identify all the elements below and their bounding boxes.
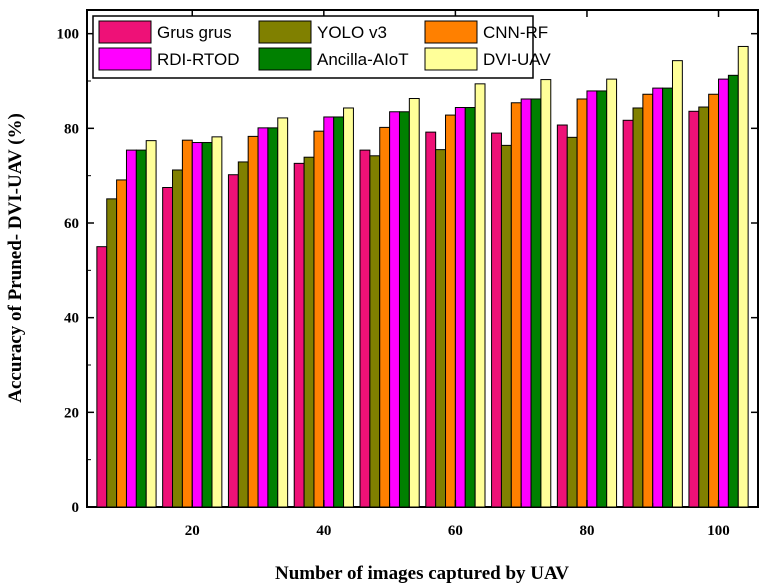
bar-grus-grus-10 [96, 246, 108, 508]
legend-swatch-grus-grus [98, 20, 152, 44]
legend-label-rdi-rtod: RDI-RTOD [157, 50, 240, 69]
bar-dvi-uav-40 [343, 107, 354, 508]
bar-cnn-rf-30 [247, 135, 259, 508]
y-axis-title: Accuracy of Pruned- DVI-UAV (%) [5, 113, 26, 403]
bar-grus-grus-30 [227, 174, 239, 508]
bar-cnn-rf-90 [642, 93, 654, 508]
bar-yolo-v3-70 [500, 144, 512, 508]
bar-yolo-v3-20 [172, 169, 183, 508]
x-tick-label: 80 [579, 523, 594, 539]
legend-swatch-ancilla-aiot [258, 47, 312, 71]
bar-yolo-v3-80 [566, 136, 578, 508]
bar-rdi-rtod-70 [520, 98, 532, 508]
bar-dvi-uav-30 [277, 117, 289, 508]
x-axis-title: Number of images captured by UAV [275, 563, 569, 584]
bar-cnn-rf-40 [313, 130, 325, 508]
x-tick-label: 40 [316, 523, 331, 539]
legend-swatch-cnn-rf [424, 20, 478, 44]
bar-grus-grus-100 [688, 110, 700, 508]
bar-ancilla-aiot-30 [267, 127, 279, 508]
bar-grus-grus-70 [491, 132, 502, 508]
bar-ancilla-aiot-60 [464, 107, 476, 508]
legend: Grus grus YOLO v3 CNN-RF RDI-RTOD Ancilla-AI… [92, 15, 551, 79]
bar-dvi-uav-70 [540, 79, 552, 508]
legend-swatch-dvi-uav [424, 47, 478, 71]
bar-rdi-rtod-10 [125, 149, 137, 508]
bar-dvi-uav-90 [671, 60, 683, 508]
bar-ancilla-aiot-70 [530, 98, 542, 508]
bar-cnn-rf-50 [379, 126, 391, 508]
bar-dvi-uav-100 [737, 45, 749, 508]
legend-swatch-yolo-v3 [258, 20, 312, 44]
axes: 0 20 40 60 80 100 20 40 60 80 100 [57, 10, 758, 539]
x-tick-label: 100 [707, 523, 730, 539]
bar-dvi-uav-80 [606, 78, 618, 508]
bar-dvi-uav-10 [145, 140, 157, 508]
bar-rdi-rtod-60 [454, 107, 466, 508]
bar-grus-grus-90 [622, 119, 634, 508]
bar-yolo-v3-90 [632, 107, 644, 508]
legend-label-grus-grus: Grus grus [157, 23, 232, 42]
legend-label-ancilla-aiot: Ancilla-AIoT [317, 50, 409, 69]
bar-yolo-v3-10 [106, 198, 118, 508]
bar-grus-grus-50 [359, 149, 371, 508]
bar-cnn-rf-20 [181, 139, 193, 508]
plot-frame [86, 9, 759, 508]
y-tick-label: 40 [64, 311, 79, 327]
bar-rdi-rtod-30 [257, 127, 269, 508]
x-tick-label: 20 [185, 523, 200, 539]
bars [96, 45, 749, 508]
legend-label-dvi-uav: DVI-UAV [483, 50, 551, 69]
bar-dvi-uav-50 [408, 98, 420, 508]
bar-yolo-v3-40 [303, 156, 315, 508]
y-tick-label: 60 [64, 216, 79, 232]
bar-ancilla-aiot-90 [662, 87, 673, 508]
bar-rdi-rtod-40 [323, 116, 335, 508]
bar-cnn-rf-80 [576, 98, 588, 508]
bar-dvi-uav-20 [211, 136, 223, 508]
bar-cnn-rf-100 [708, 93, 720, 508]
legend-label-cnn-rf: CNN-RF [483, 23, 548, 42]
bar-yolo-v3-50 [369, 155, 381, 508]
y-tick-label: 80 [64, 121, 79, 137]
y-tick-label: 100 [57, 27, 80, 43]
bar-ancilla-aiot-20 [201, 142, 213, 508]
bar-yolo-v3-100 [698, 106, 710, 508]
bar-rdi-rtod-100 [718, 78, 729, 508]
bar-ancilla-aiot-10 [135, 149, 147, 508]
bar-ancilla-aiot-100 [727, 74, 739, 508]
legend-swatch-rdi-rtod [98, 47, 152, 71]
bar-rdi-rtod-20 [191, 142, 203, 508]
bar-yolo-v3-60 [435, 149, 447, 508]
bar-rdi-rtod-80 [586, 90, 598, 508]
bar-ancilla-aiot-40 [333, 116, 345, 508]
bar-yolo-v3-30 [237, 161, 249, 508]
legend-label-yolo-v3: YOLO v3 [317, 23, 387, 42]
x-tick-label: 60 [448, 523, 463, 539]
bar-grus-grus-60 [425, 131, 437, 508]
bar-grus-grus-80 [556, 124, 568, 508]
bar-cnn-rf-70 [510, 102, 522, 508]
bar-grus-grus-20 [162, 187, 174, 508]
y-tick-label: 20 [64, 405, 79, 421]
bar-dvi-uav-60 [474, 83, 486, 508]
bar-cnn-rf-10 [116, 179, 127, 508]
bar-ancilla-aiot-50 [398, 111, 410, 508]
bar-rdi-rtod-50 [389, 111, 400, 508]
y-tick-label: 0 [72, 500, 80, 516]
bar-grus-grus-40 [293, 162, 305, 508]
bar-rdi-rtod-90 [652, 87, 664, 508]
bar-cnn-rf-60 [445, 114, 456, 508]
bar-ancilla-aiot-80 [596, 90, 608, 508]
